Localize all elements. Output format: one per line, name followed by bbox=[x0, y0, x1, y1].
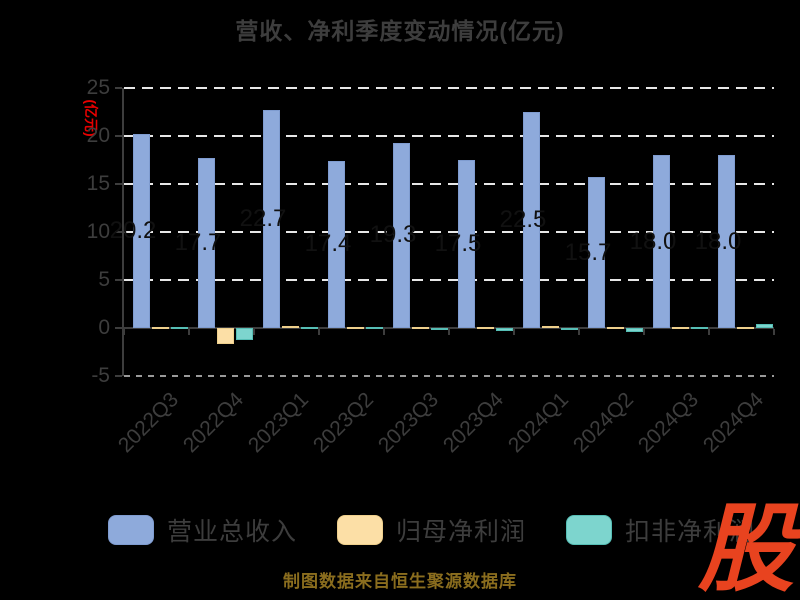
x-axis-label: 2024Q1 bbox=[503, 388, 573, 458]
chart-title: 营收、净利季度变动情况(亿元) bbox=[235, 18, 565, 44]
brand-logo: 股 bbox=[698, 496, 794, 600]
x-axis-label: 2022Q3 bbox=[113, 388, 183, 458]
bar-归母净利润-2022Q3 bbox=[152, 326, 169, 329]
y-tick-label: -5 bbox=[91, 364, 110, 387]
y-axis-line bbox=[122, 88, 124, 376]
legend-label: 归母净利润 bbox=[396, 518, 527, 546]
y-axis-tick bbox=[115, 327, 122, 329]
gridline-15 bbox=[124, 183, 774, 185]
x-axis-label: 2023Q3 bbox=[373, 388, 443, 458]
x-axis-tick bbox=[383, 329, 385, 335]
bar-value-label: 15.7 bbox=[564, 238, 612, 266]
bar-归母净利润-2023Q2 bbox=[347, 326, 364, 329]
y-axis-tick bbox=[115, 135, 122, 137]
x-axis-baseline bbox=[124, 327, 774, 329]
bar-归母净利润-2022Q4 bbox=[217, 328, 234, 345]
bar-扣非净利润-2024Q3 bbox=[691, 327, 708, 329]
bar-归母净利润-2023Q1 bbox=[282, 326, 299, 329]
bar-value-label: 18.0 bbox=[629, 227, 677, 255]
y-tick-label: 20 bbox=[86, 124, 110, 147]
bar-value-label: 22.7 bbox=[239, 205, 287, 233]
bar-归母净利润-2024Q4 bbox=[737, 327, 754, 329]
x-axis-label: 2024Q4 bbox=[698, 388, 768, 458]
x-axis-tick bbox=[188, 329, 190, 335]
bar-扣非净利润-2023Q4 bbox=[496, 328, 513, 331]
legend-item-扣非净利润: 扣非净利润 bbox=[566, 512, 755, 548]
legend-swatch bbox=[108, 515, 154, 545]
legend-item-归母净利润: 归母净利润 bbox=[337, 512, 526, 548]
x-axis-tick bbox=[708, 329, 710, 335]
bar-扣非净利润-2024Q4 bbox=[756, 324, 773, 328]
bar-营业总收入-2024Q2 bbox=[588, 177, 605, 328]
x-axis-tick bbox=[513, 329, 515, 335]
bar-value-label: 17.5 bbox=[434, 230, 482, 257]
bar-营业总收入-2023Q2 bbox=[328, 160, 345, 328]
legend-label: 营业总收入 bbox=[167, 518, 298, 546]
y-axis-tick bbox=[115, 231, 122, 233]
y-tick-label: 0 bbox=[98, 316, 110, 339]
gridline--5 bbox=[124, 375, 774, 377]
legend-label: 扣非净利润 bbox=[625, 518, 756, 546]
bar-扣非净利润-2022Q3 bbox=[171, 327, 188, 329]
x-axis-tick bbox=[318, 329, 320, 335]
x-axis-label: 2023Q1 bbox=[243, 388, 313, 458]
legend-swatch bbox=[566, 515, 613, 545]
y-axis-tick bbox=[115, 279, 122, 281]
plot-area: 25 20 15 10 5 0 -5 20.2 2022Q3 17.7 2022Q4 22.7 2023… bbox=[87, 76, 775, 457]
x-axis-label: 2022Q4 bbox=[178, 388, 248, 458]
bar-value-label: 17.4 bbox=[304, 230, 352, 258]
y-tick-label: 15 bbox=[86, 172, 110, 195]
bar-营业总收入-2023Q4 bbox=[458, 160, 475, 328]
bar-营业总收入-2023Q1 bbox=[263, 110, 280, 328]
x-axis-tick bbox=[773, 329, 775, 335]
bar-营业总收入-2024Q4 bbox=[718, 155, 735, 328]
bar-营业总收入-2022Q4 bbox=[198, 158, 215, 328]
bar-value-label: 22.5 bbox=[499, 206, 547, 233]
gridline-5 bbox=[124, 279, 774, 281]
bar-营业总收入-2023Q3 bbox=[393, 142, 410, 328]
x-axis-label: 2023Q2 bbox=[308, 388, 378, 458]
bar-归母净利润-2024Q3 bbox=[672, 326, 689, 329]
gridline-10 bbox=[124, 231, 774, 233]
bar-归母净利润-2023Q4 bbox=[477, 326, 494, 329]
bar-value-label: 17.7 bbox=[174, 229, 222, 257]
x-axis-tick bbox=[123, 329, 125, 335]
bar-value-label: 18.0 bbox=[694, 227, 742, 255]
bar-扣非净利润-2023Q1 bbox=[301, 327, 318, 329]
legend: 营业总收入 归母净利润 扣非净利润 bbox=[108, 512, 755, 548]
legend-item-营业总收入: 营业总收入 bbox=[108, 512, 297, 548]
bar-营业总收入-2022Q3 bbox=[133, 134, 150, 328]
bar-扣非净利润-2023Q3 bbox=[431, 328, 448, 330]
y-axis-tick bbox=[115, 183, 122, 185]
bar-归母净利润-2024Q2 bbox=[607, 326, 624, 329]
gridline-20 bbox=[124, 135, 774, 137]
bar-value-label: 19.3 bbox=[369, 221, 417, 249]
x-axis-tick bbox=[448, 329, 450, 335]
x-axis-label: 2023Q4 bbox=[438, 388, 508, 458]
bar-扣非净利润-2024Q1 bbox=[561, 328, 578, 330]
y-axis-tick bbox=[115, 375, 122, 377]
y-tick-label: 25 bbox=[86, 76, 110, 99]
bar-归母净利润-2023Q3 bbox=[412, 326, 429, 329]
bar-营业总收入-2024Q3 bbox=[653, 155, 670, 328]
x-axis-label: 2024Q2 bbox=[568, 388, 638, 458]
y-axis-tick bbox=[115, 87, 122, 89]
x-axis-tick bbox=[578, 329, 580, 335]
x-axis-tick bbox=[643, 329, 645, 335]
bar-扣非净利润-2023Q2 bbox=[366, 327, 383, 329]
gridline-25 bbox=[124, 87, 774, 89]
x-axis-label: 2024Q3 bbox=[633, 388, 703, 458]
bar-扣非净利润-2022Q4 bbox=[236, 328, 253, 341]
legend-swatch bbox=[337, 515, 384, 545]
bar-扣非净利润-2024Q2 bbox=[626, 328, 643, 332]
x-axis-tick bbox=[253, 329, 255, 335]
data-source-note: 制图数据来自恒生聚源数据库 bbox=[283, 572, 517, 591]
bar-营业总收入-2024Q1 bbox=[523, 112, 540, 328]
y-tick-label: 10 bbox=[86, 220, 110, 243]
y-tick-label: 5 bbox=[98, 268, 110, 291]
bar-value-label: 20.2 bbox=[109, 217, 157, 245]
bar-归母净利润-2024Q1 bbox=[542, 326, 559, 329]
